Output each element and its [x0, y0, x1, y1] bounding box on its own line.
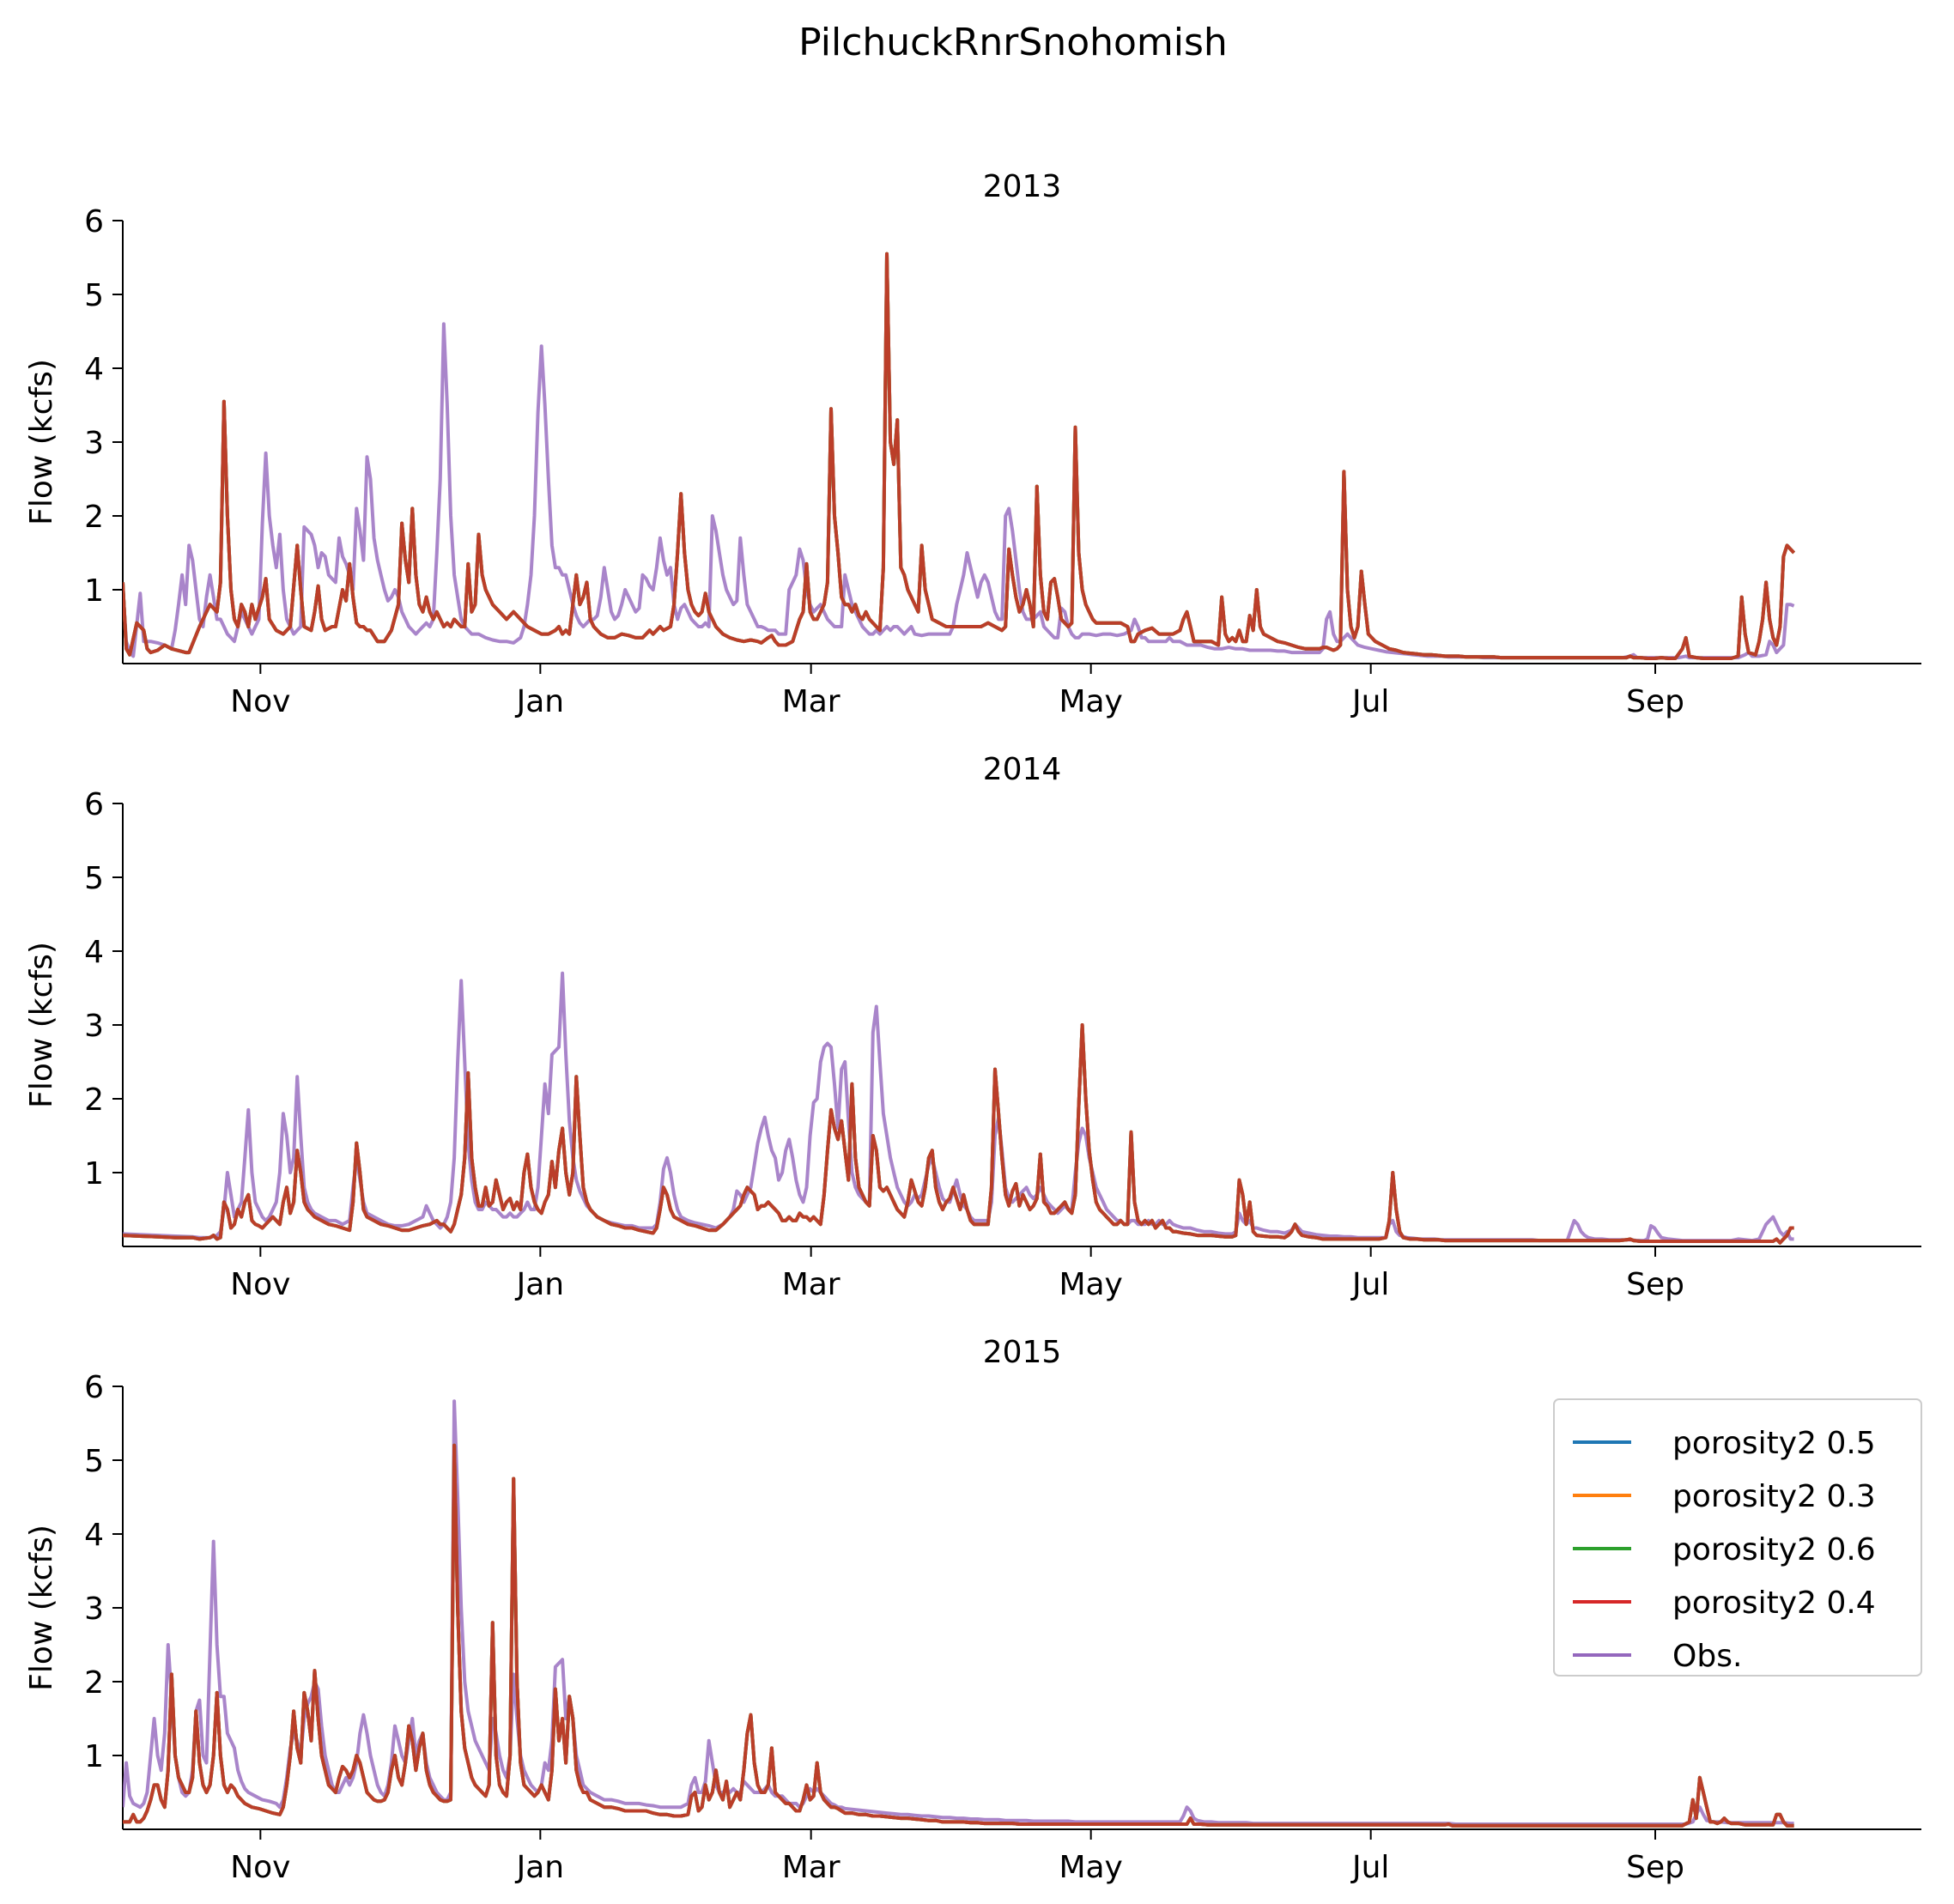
y-tick-label: 1: [84, 1739, 104, 1774]
y-tick-label: 6: [84, 204, 104, 240]
x-tick-label: Mar: [782, 684, 840, 719]
y-tick-label: 3: [84, 1009, 104, 1044]
series-line-obs: [123, 322, 1795, 660]
y-tick-label: 1: [84, 1156, 104, 1192]
panel-2014: 2014 Flow (kcfs) 1 2 3 4 5 6 Nov Jan Mar May Jul Sep: [24, 752, 1921, 1302]
series-line-obs: [123, 1399, 1794, 1826]
y-tick-label: 2: [84, 500, 104, 535]
panel-title: 2014: [983, 752, 1062, 787]
legend-label: porosity2 0.6: [1672, 1532, 1876, 1567]
panel-title: 2015: [983, 1335, 1062, 1370]
x-tick-label: Jul: [1350, 1267, 1389, 1302]
panel-2013: 2013 Flow (kcfs) 1 2 3 4 5 6 Nov Jan Mar May Jul Sep: [24, 169, 1921, 719]
legend-label: porosity2 0.5: [1672, 1426, 1876, 1461]
y-tick-label: 2: [84, 1665, 104, 1701]
legend-box: [1553, 1398, 1922, 1677]
series-line-porosity2-0.4: [123, 1023, 1794, 1245]
x-tick-label: Nov: [230, 684, 290, 719]
y-tick-label: 6: [84, 1370, 104, 1405]
y-tick-label: 4: [84, 352, 104, 387]
y-tick-label: 3: [84, 1592, 104, 1627]
series-line-porosity2-0.6: [123, 1023, 1794, 1245]
x-tick-label: Jul: [1350, 684, 1389, 719]
y-tick-label: 5: [84, 1444, 104, 1479]
y-tick-label: 5: [84, 278, 104, 313]
x-tick-label: May: [1059, 1850, 1122, 1885]
legend-label: porosity2 0.4: [1672, 1586, 1876, 1621]
legend: porosity2 0.5 porosity2 0.3 porosity2 0.6 p…: [1553, 1398, 1922, 1677]
x-tick-label: Sep: [1626, 1267, 1684, 1302]
x-tick-label: May: [1059, 1267, 1122, 1302]
x-tick-label: May: [1059, 684, 1122, 719]
legend-label: porosity2 0.3: [1672, 1479, 1876, 1514]
panel-2015: 2015 Flow (kcfs) 1 2 3 4 5 6 Nov Jan Mar May Jul Sep: [24, 1335, 1921, 1885]
y-tick-label: 4: [84, 935, 104, 970]
series-line-porosity2-0.4: [123, 1443, 1794, 1828]
y-tick-label: 6: [84, 787, 104, 822]
y-axis-label: Flow (kcfs): [24, 359, 59, 525]
series-line-porosity2-0.4: [123, 252, 1796, 660]
x-tick-label: Nov: [230, 1850, 290, 1885]
x-tick-label: Jan: [515, 1850, 565, 1885]
series-line-porosity2-0.3: [123, 1023, 1794, 1245]
y-tick-label: 3: [84, 426, 104, 461]
panel-title: 2013: [983, 169, 1062, 204]
figure-title: PilchuckRnrSnohomish: [798, 21, 1228, 64]
y-tick-label: 2: [84, 1082, 104, 1118]
y-axis-label: Flow (kcfs): [24, 1525, 59, 1691]
legend-label: Obs.: [1672, 1639, 1742, 1674]
x-tick-label: Mar: [782, 1850, 840, 1885]
y-tick-label: 1: [84, 573, 104, 609]
y-axis-label: Flow (kcfs): [24, 942, 59, 1108]
x-tick-label: Jul: [1350, 1850, 1389, 1885]
series-line-porosity2-0.5: [123, 1023, 1794, 1245]
y-tick-label: 5: [84, 861, 104, 896]
y-tick-label: 4: [84, 1518, 104, 1553]
x-tick-label: Jan: [515, 1267, 565, 1302]
x-tick-label: Nov: [230, 1267, 290, 1302]
x-tick-label: Sep: [1626, 1850, 1684, 1885]
x-tick-label: Jan: [515, 684, 565, 719]
x-tick-label: Mar: [782, 1267, 840, 1302]
x-tick-label: Sep: [1626, 684, 1684, 719]
